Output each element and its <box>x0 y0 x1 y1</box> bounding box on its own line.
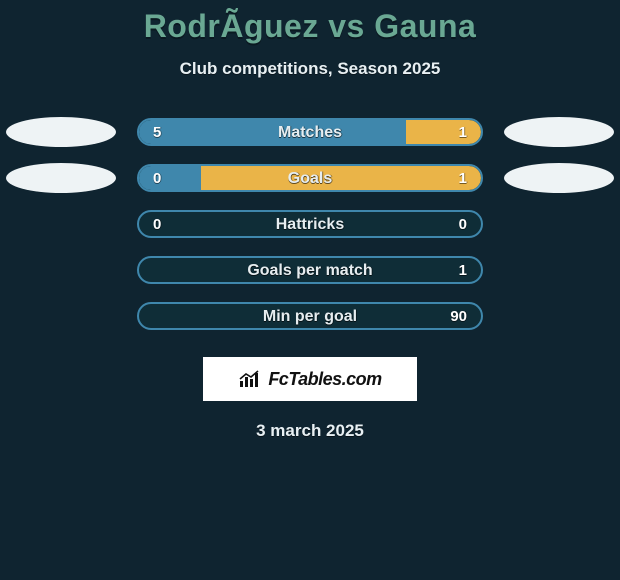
stat-bar: 51Matches <box>137 118 483 146</box>
date-label: 3 march 2025 <box>0 421 620 441</box>
metric-label: Hattricks <box>139 216 481 234</box>
value-left: 0 <box>153 216 161 233</box>
comparison-row: 0 0Hattricks <box>0 201 620 247</box>
player-disc-right <box>504 117 614 147</box>
value-right: 90 <box>450 308 467 325</box>
comparison-row: 1Goals per match <box>0 247 620 293</box>
value-right: 1 <box>459 124 467 141</box>
player-disc-right <box>504 163 614 193</box>
comparison-row: 90Min per goal <box>0 293 620 339</box>
bar-fill-left <box>139 120 406 144</box>
stat-bar: 01Goals <box>137 164 483 192</box>
metric-label: Goals per match <box>139 262 481 280</box>
metric-label: Min per goal <box>139 308 481 326</box>
comparison-row: 01Goals <box>0 155 620 201</box>
player-disc-left <box>6 163 116 193</box>
logo-text: FcTables.com <box>268 369 381 390</box>
page-title: RodrÃ­guez vs Gauna <box>0 0 620 45</box>
page-subtitle: Club competitions, Season 2025 <box>0 59 620 79</box>
bar-fill-right <box>406 120 481 144</box>
value-left: 5 <box>153 124 161 141</box>
bar-fill-right <box>201 166 481 190</box>
logo-box: FcTables.com <box>203 357 417 401</box>
value-right: 1 <box>459 170 467 187</box>
stat-bar: 90Min per goal <box>137 302 483 330</box>
value-left: 0 <box>153 170 161 187</box>
bar-fill-left <box>139 166 201 190</box>
comparison-row: 51Matches <box>0 109 620 155</box>
value-right: 1 <box>459 262 467 279</box>
value-right: 0 <box>459 216 467 233</box>
player-disc-left <box>6 117 116 147</box>
chart-icon <box>238 369 264 389</box>
stat-bar: 0 0Hattricks <box>137 210 483 238</box>
stat-bar: 1Goals per match <box>137 256 483 284</box>
comparison-rows: 51Matches01Goals00Hattricks1Goals per ma… <box>0 109 620 339</box>
